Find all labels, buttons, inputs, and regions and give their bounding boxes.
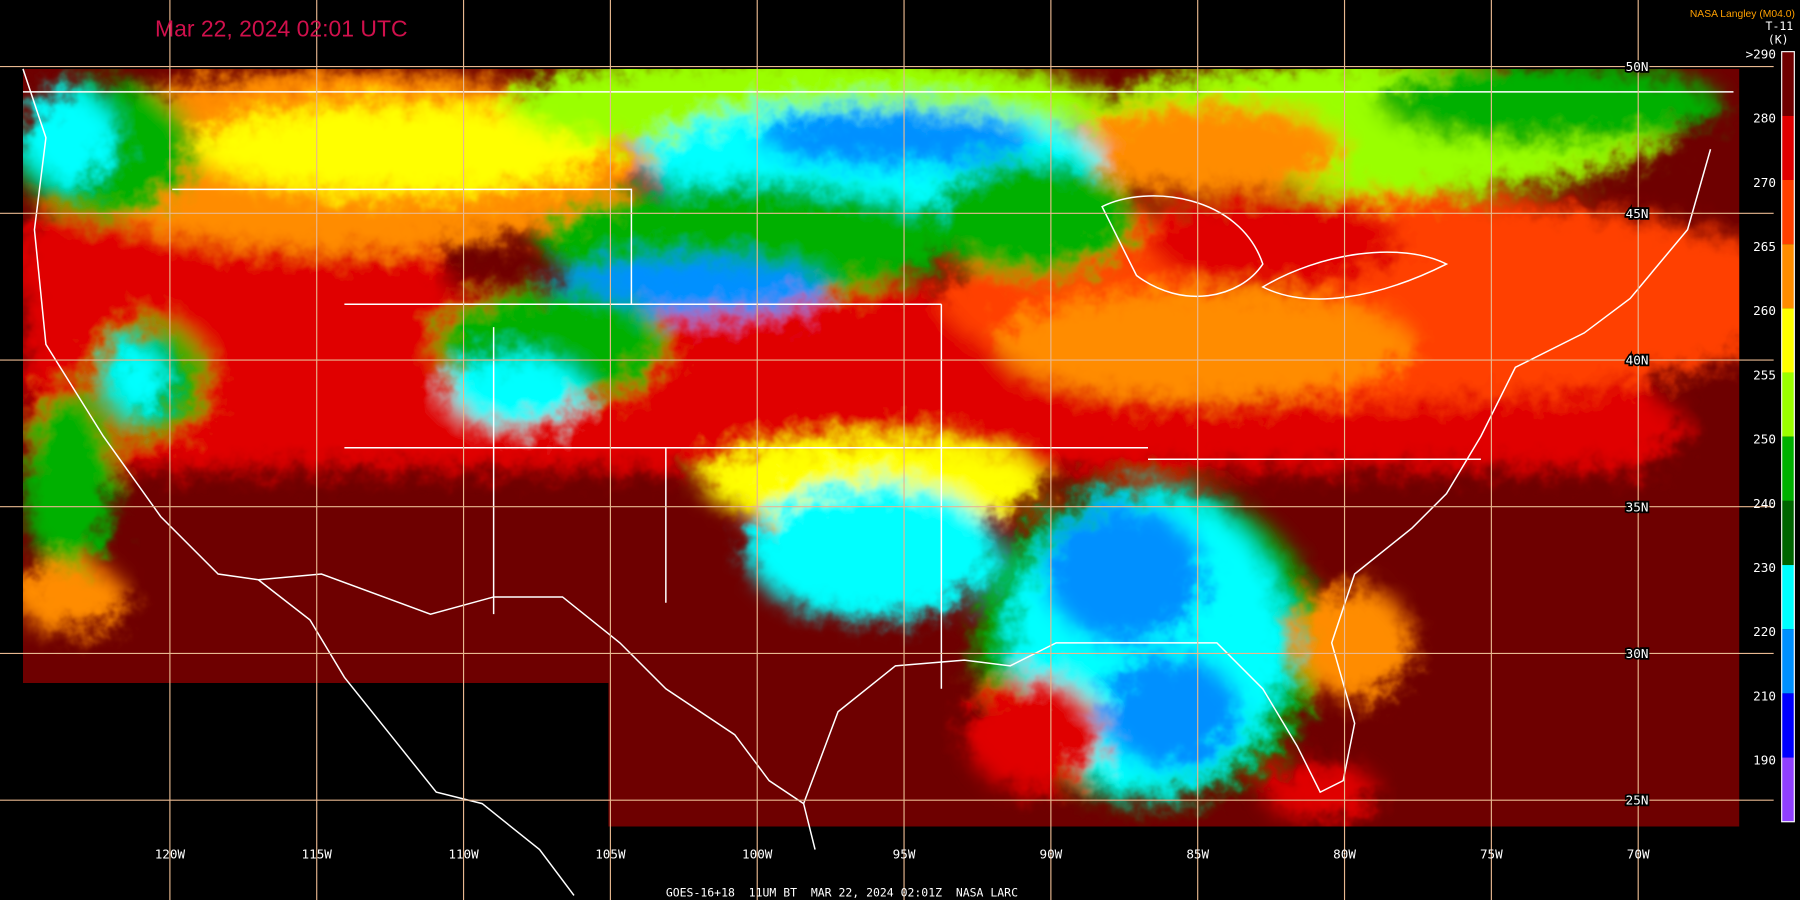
colorbar-frame xyxy=(1781,51,1795,823)
colorbar-segment xyxy=(1781,693,1795,758)
colorbar-segment xyxy=(1781,565,1795,630)
colorbar-segment xyxy=(1781,244,1795,309)
colorbar-label: 260 xyxy=(1753,303,1776,318)
colorbar-segment xyxy=(1781,308,1795,373)
colorbar-segment xyxy=(1781,757,1795,822)
latitude-label: 30N xyxy=(1626,646,1649,661)
colorbar-segment xyxy=(1781,51,1795,116)
legend-unit: (K) xyxy=(1768,33,1789,47)
latitude-label: 45N xyxy=(1626,206,1649,221)
latitude-label: 25N xyxy=(1626,793,1649,808)
longitude-label: 105W xyxy=(595,847,626,862)
colorbar-label: 280 xyxy=(1753,111,1776,126)
colorbar-label: 220 xyxy=(1753,624,1776,639)
longitude-label: 95W xyxy=(893,847,916,862)
longitude-label: 100W xyxy=(742,847,773,862)
colorbar-segment xyxy=(1781,115,1795,181)
longitude-label: 90W xyxy=(1039,847,1062,862)
boundaries xyxy=(22,68,1734,896)
timestamp: Mar 22, 2024 02:01 UTC xyxy=(155,16,408,42)
latitude-label: 35N xyxy=(1626,499,1649,514)
colorbar-segment xyxy=(1781,436,1795,501)
colorbar-label: 240 xyxy=(1753,496,1776,511)
colorbar-label: 250 xyxy=(1753,432,1776,447)
colorbar-segment xyxy=(1781,500,1795,566)
longitude-label: 70W xyxy=(1627,847,1650,862)
colorbar-label: 265 xyxy=(1753,239,1776,254)
longitude-label: 75W xyxy=(1480,847,1503,862)
longitude-label: 120W xyxy=(155,847,186,862)
colorbar-segment xyxy=(1781,372,1795,437)
latitude-label: 50N xyxy=(1626,59,1649,74)
colorbar-segment xyxy=(1781,629,1795,694)
colorbar-label: 230 xyxy=(1753,560,1776,575)
longitude-label: 110W xyxy=(448,847,479,862)
colorbar-label: 270 xyxy=(1753,175,1776,190)
legend-title: T-11 xyxy=(1766,19,1794,33)
credit: NASA Langley (M04.0) xyxy=(1690,9,1795,20)
colorbar-label: >290 xyxy=(1746,47,1776,62)
caption: GOES-16+18 11UM BT MAR 22, 2024 02:01Z N… xyxy=(666,886,1018,900)
longitude-label: 115W xyxy=(302,847,333,862)
colorbar-label: 190 xyxy=(1753,752,1776,767)
colorbar-segment xyxy=(1781,180,1795,245)
colorbar-label: 210 xyxy=(1753,688,1776,703)
longitude-label: 80W xyxy=(1333,847,1356,862)
colorbar: >290 280 270 265 260 255 250 240 230 220 210 190 xyxy=(1746,47,1795,823)
longitude-label: 85W xyxy=(1186,847,1209,862)
grid-labels: 120W 115W 110W 105W 100W 95W 90W 85W 80W 75W 70W 50… xyxy=(155,57,1650,862)
colorbar-label: 255 xyxy=(1753,367,1776,382)
latitude-label: 40N xyxy=(1626,353,1649,368)
